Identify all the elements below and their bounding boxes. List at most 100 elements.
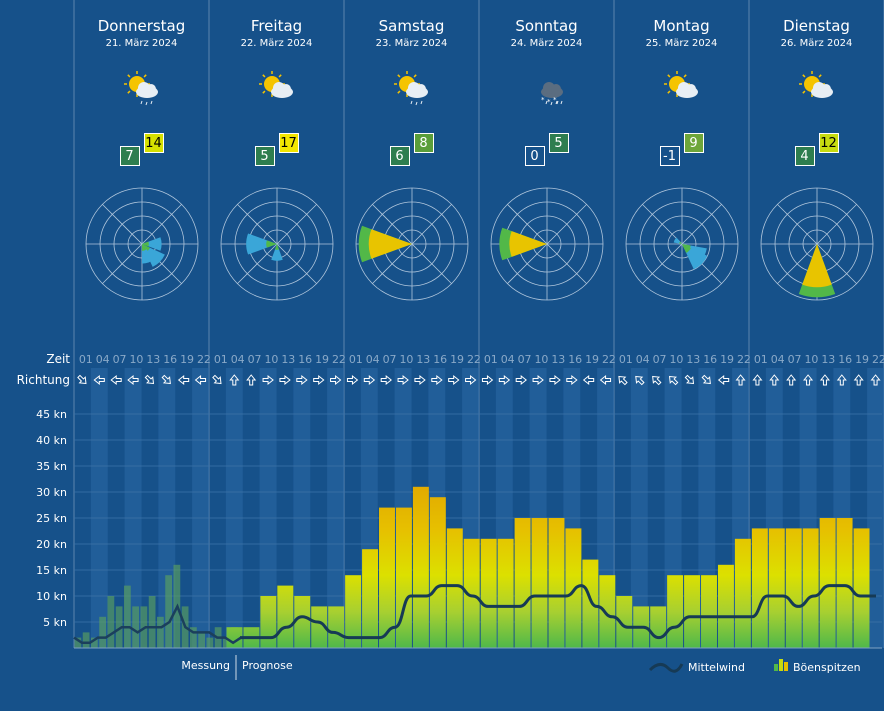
hour-tick: 01 <box>214 353 228 366</box>
day-date: 22. März 2024 <box>240 38 313 49</box>
hour-tick: 22 <box>332 353 346 366</box>
sun-cloud-rain-icon <box>123 71 158 106</box>
wind-direction-arrow-icon <box>279 374 291 386</box>
measured-gust-bar <box>206 637 214 648</box>
day-date: 21. März 2024 <box>105 38 178 49</box>
hour-band <box>225 368 243 648</box>
boeenspitzen-legend-icon <box>774 659 788 671</box>
temp-max: 8 <box>413 133 434 153</box>
wind-rose <box>355 187 468 301</box>
temp-min: 0 <box>524 146 545 166</box>
hour-band <box>192 368 209 648</box>
hour-tick: 01 <box>349 353 363 366</box>
wind-direction-arrow-icon <box>296 374 308 386</box>
wind-direction-arrow-icon <box>448 374 460 386</box>
measured-gust-bar <box>148 596 156 648</box>
wind-direction-arrow-icon <box>786 374 797 386</box>
forecast-gust-bar <box>751 528 768 648</box>
hour-tick: 13 <box>416 353 430 366</box>
wind-rose <box>625 187 738 301</box>
measured-gust-bar <box>124 585 131 648</box>
wind-rose <box>760 187 873 301</box>
mittelwind-legend-icon <box>648 663 684 673</box>
sun-cloud-icon <box>663 71 698 98</box>
forecast-gust-bar <box>565 528 582 648</box>
hour-tick: 07 <box>518 353 532 366</box>
forecast-gust-bar <box>836 518 853 648</box>
hour-tick: 22 <box>467 353 481 366</box>
temp-min: 4 <box>794 146 815 166</box>
wind-direction-arrow-icon <box>532 374 544 386</box>
hour-band <box>124 368 142 648</box>
measured-gust-bar <box>223 637 230 648</box>
hour-tick: 01 <box>79 353 93 366</box>
wind-direction-arrow-icon <box>363 374 376 386</box>
day-date: 25. März 2024 <box>645 38 718 49</box>
wind-direction-arrow-icon <box>229 374 240 386</box>
forecast-gust-bar <box>548 518 565 648</box>
measured-gust-bar <box>198 632 205 648</box>
wind-direction-arrow-icon <box>566 374 578 386</box>
wind-direction-arrow-icon <box>717 374 730 386</box>
forecast-gust-bar <box>463 538 480 648</box>
hour-tick: 01 <box>754 353 768 366</box>
hour-band <box>293 368 311 648</box>
y-tick-label: 45 kn <box>36 408 67 421</box>
wind-direction-arrow-icon <box>769 374 780 386</box>
wind-direction-arrow-icon <box>684 374 695 385</box>
forecast-gust-bar <box>294 596 311 648</box>
hour-band <box>867 368 884 648</box>
day-name: Samstag <box>378 17 445 35</box>
wind-rose <box>220 187 333 301</box>
mittelwind-legend-label: Mittelwind <box>688 661 745 674</box>
temp-max: 5 <box>548 133 569 153</box>
wind-direction-arrow-icon <box>618 375 628 386</box>
forecast-gust-bar <box>412 486 429 648</box>
forecast-gust-bar <box>328 606 345 648</box>
temp-max: 9 <box>683 133 704 153</box>
wind-direction-arrow-icon <box>498 374 511 386</box>
wind-direction-arrow-icon <box>582 374 595 386</box>
wind-direction-arrow-icon <box>144 374 155 385</box>
wind-direction-arrow-icon <box>161 374 171 385</box>
day-name: Donnerstag <box>97 17 186 35</box>
wind-direction-arrow-icon <box>652 375 662 386</box>
hour-band <box>327 368 344 648</box>
hour-tick: 10 <box>804 353 818 366</box>
forecast-gust-bar <box>819 518 836 648</box>
measured-gust-bar <box>157 616 164 648</box>
wind-direction-arrow-icon <box>177 374 190 386</box>
measured-gust-bar <box>74 637 82 648</box>
forecast-gust-bar <box>497 538 514 648</box>
measured-gust-bar <box>132 606 139 648</box>
forecast-gust-bar <box>362 549 379 648</box>
richtung-label: Richtung <box>17 373 70 387</box>
hour-tick: 19 <box>585 353 599 366</box>
wind-direction-arrow-icon <box>870 374 881 386</box>
hour-tick: 19 <box>180 353 194 366</box>
forecast-gust-bar <box>226 627 243 648</box>
measured-mean-line <box>73 603 242 645</box>
hour-tick: 10 <box>399 353 413 366</box>
wind-direction-arrow-icon <box>735 374 746 386</box>
hour-tick: 04 <box>771 353 785 366</box>
y-tick-label: 10 kn <box>36 590 67 603</box>
hour-tick: 16 <box>298 353 312 366</box>
day-name: Sonntag <box>515 17 578 35</box>
temp-max: 17 <box>278 133 299 153</box>
y-tick-label: 15 kn <box>36 564 67 577</box>
hour-tick: 22 <box>197 353 211 366</box>
hour-tick: 19 <box>315 353 329 366</box>
forecast-gust-bar <box>345 575 362 648</box>
forecast-gust-bar <box>684 575 701 648</box>
wind-direction-arrow-icon <box>262 374 274 386</box>
hour-tick: 19 <box>720 353 734 366</box>
day-date: 26. März 2024 <box>780 38 853 49</box>
hour-tick: 04 <box>96 353 110 366</box>
boeenspitzen-legend-label: Böenspitzen <box>793 661 861 674</box>
hour-tick: 16 <box>433 353 447 366</box>
wind-direction-arrow-icon <box>752 374 763 386</box>
day-name: Dienstag <box>783 17 850 35</box>
wind-direction-arrow-icon <box>380 374 392 386</box>
forecast-gust-bar <box>785 528 802 648</box>
